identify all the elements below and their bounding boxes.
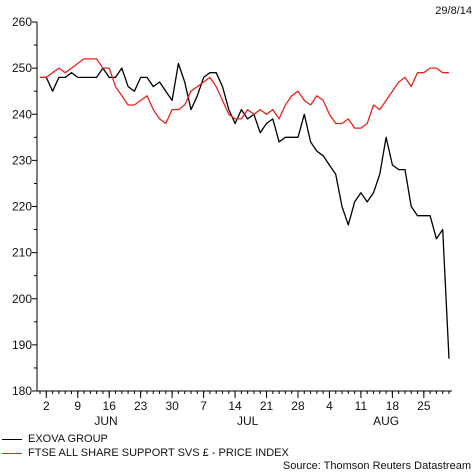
y-tick-label: 180 [12,384,32,398]
y-tick-label: 230 [12,153,32,167]
x-tick-label: 7 [200,399,207,413]
x-month-label: JUN [94,414,117,428]
x-month-label: AUG [373,414,399,428]
y-tick-label: 240 [12,107,32,121]
legend-label-exova: EXOVA GROUP [28,433,108,445]
legend-swatch-exova [2,438,22,440]
x-tick-label: 28 [291,399,305,413]
y-tick-label: 190 [12,338,32,352]
x-tick-label: 14 [228,399,242,413]
source-note: Source: Thomson Reuters Datastream [282,460,471,472]
y-tick-label: 220 [12,200,32,214]
legend-label-ftse: FTSE ALL SHARE SUPPORT SVS £ - PRICE IND… [28,447,289,459]
x-tick-label: 9 [74,399,81,413]
x-tick-label: 11 [355,399,368,413]
legend-swatch-ftse [2,452,22,454]
y-axis: 180 190 200 210 220 230 240 250 260 [12,15,38,398]
y-tick-label: 250 [12,61,32,75]
series-line-exova [40,62,450,359]
legend-item-exova: EXOVA GROUP [2,432,108,446]
series-layer [40,58,450,359]
legend-item-ftse: FTSE ALL SHARE SUPPORT SVS £ - PRICE IND… [2,446,289,460]
x-tick-label: 23 [134,399,148,413]
date-label: 29/8/14 [435,5,472,17]
x-tick-label: 16 [103,399,117,413]
x-tick-label: 18 [386,399,400,413]
x-axis: 2 9 16 23 30 7 14 21 28 4 11 18 25 JUN JUL AUG [37,390,452,428]
series-line-ftse [40,58,449,129]
x-tick-label: 25 [417,399,431,413]
x-tick-label: 4 [326,399,333,413]
x-tick-label: 21 [260,399,274,413]
y-tick-label: 200 [12,292,32,306]
x-tick-label: 2 [43,399,50,413]
x-tick-label: 30 [165,399,179,413]
y-tick-label: 210 [12,246,32,260]
y-tick-label: 260 [12,15,32,29]
x-month-label: JUL [237,414,259,428]
